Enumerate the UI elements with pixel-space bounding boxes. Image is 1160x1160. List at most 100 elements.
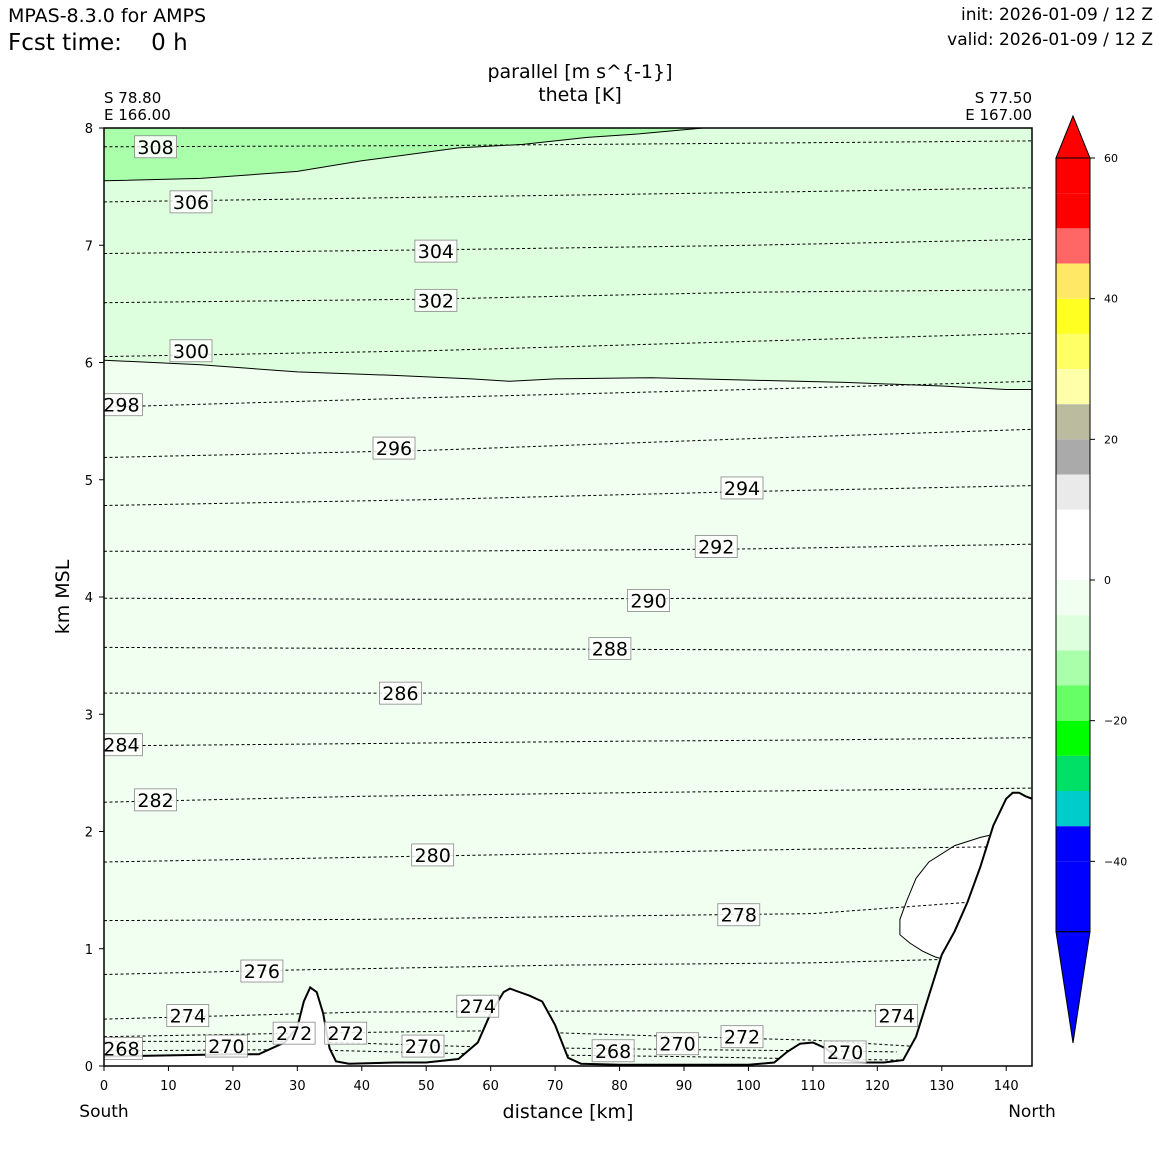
- colorbar-bin: [1056, 404, 1090, 440]
- theta-contour-290: [104, 597, 1032, 600]
- theta-label-text: 308: [137, 137, 173, 159]
- colorbar-extend-max: [1055, 114, 1091, 159]
- theta-label-276: 276: [240, 959, 284, 983]
- theta-label-text: 302: [418, 290, 454, 312]
- colorbar-bin: [1056, 298, 1090, 334]
- theta-label-box: [720, 476, 764, 500]
- chart-title: parallel [m s^{-1}]: [487, 61, 672, 83]
- x-tick-label: 20: [225, 1079, 242, 1094]
- wind-region--15 to -20: [104, 128, 704, 181]
- colorbar-bin: [1056, 791, 1090, 827]
- theta-label-box: [401, 1034, 445, 1058]
- theta-label-text: 284: [103, 735, 139, 757]
- theta-contour-274: [104, 1010, 910, 1020]
- theta-label-box: [104, 393, 143, 417]
- theta-label-298: 298: [103, 393, 143, 417]
- theta-label-text: 276: [244, 961, 280, 983]
- theta-label-text: 270: [405, 1036, 441, 1058]
- colorbar-bin: [1056, 474, 1090, 510]
- theta-label-box: [272, 1021, 316, 1045]
- theta-label-text: 296: [376, 438, 412, 460]
- x-tick-label: 30: [289, 1079, 306, 1094]
- theta-contour-280: [104, 846, 1007, 863]
- theta-label-box: [720, 1025, 764, 1049]
- colorbar-tick-label: 60: [1104, 152, 1118, 165]
- theta-label-box: [717, 903, 761, 927]
- theta-label-284: 284: [103, 733, 143, 757]
- colorbar-bin: [1056, 193, 1090, 229]
- theta-label-270: 270: [823, 1040, 867, 1064]
- y-tick-label: 1: [85, 943, 93, 958]
- theta-label-text: 272: [328, 1023, 364, 1045]
- theta-label-text: 268: [103, 1038, 139, 1060]
- theta-label-text: 280: [415, 845, 451, 867]
- theta-contour-282: [104, 787, 1032, 803]
- theta-label-text: 282: [137, 790, 173, 812]
- x-tick-label: 100: [736, 1079, 761, 1094]
- theta-label-text: 294: [724, 478, 760, 500]
- colorbar-bin: [1056, 333, 1090, 369]
- theta-label-text: 286: [382, 683, 418, 705]
- theta-label-text: 270: [827, 1042, 863, 1064]
- x-tick-label: 90: [676, 1079, 693, 1094]
- theta-label-box: [205, 1034, 248, 1058]
- colorbar-extend-min: [1055, 931, 1091, 1044]
- theta-contour-296: [104, 428, 1032, 458]
- model-title: MPAS-8.3.0 for AMPS: [8, 5, 207, 27]
- theta-label-272: 272: [272, 1021, 316, 1045]
- theta-contour-276: [104, 958, 949, 975]
- theta-label-box: [456, 994, 500, 1018]
- wind-contour-line: [104, 128, 704, 182]
- theta-label-278: 278: [717, 903, 761, 927]
- theta-label-box: [379, 681, 422, 705]
- colorbar-bin: [1056, 755, 1090, 791]
- theta-label-290: 290: [627, 589, 670, 613]
- theta-contour-268: [104, 1049, 904, 1061]
- colorbar-bin: [1056, 615, 1090, 651]
- start-lat-label: S 78.80: [104, 89, 161, 107]
- theta-label-box: [591, 1039, 635, 1063]
- theta-label-294: 294: [720, 476, 764, 500]
- theta-contour-292: [104, 543, 1032, 552]
- colorbar-bin: [1056, 826, 1090, 862]
- theta-contour-288: [104, 646, 1032, 651]
- colorbar-bin: [1056, 439, 1090, 475]
- south-label: South: [79, 1102, 128, 1122]
- colorbar-bin: [1056, 861, 1090, 897]
- theta-label-text: 290: [630, 591, 666, 613]
- theta-label-box: [104, 733, 143, 757]
- theta-label-box: [414, 288, 458, 312]
- colorbar-bin: [1056, 509, 1090, 545]
- y-tick-label: 0: [85, 1060, 93, 1075]
- theta-label-text: 278: [721, 905, 757, 927]
- wind-contour-line: [104, 359, 1032, 390]
- theta-label-box: [166, 1004, 210, 1027]
- colorbar-tick-label: −40: [1104, 855, 1127, 868]
- theta-label-302: 302: [414, 288, 458, 312]
- x-tick-label: 80: [611, 1079, 628, 1094]
- theta-label-272: 272: [324, 1021, 368, 1045]
- theta-label-box: [823, 1040, 867, 1064]
- theta-label-text: 274: [460, 996, 496, 1018]
- x-tick-label: 10: [160, 1079, 177, 1094]
- x-tick-label: 50: [418, 1079, 435, 1094]
- theta-label-296: 296: [372, 436, 416, 460]
- theta-contour-304: [104, 238, 1032, 254]
- theta-label-box: [169, 190, 213, 214]
- theta-label-box: [588, 637, 632, 660]
- theta-label-308: 308: [134, 135, 177, 159]
- theta-label-text: 298: [103, 395, 139, 417]
- theta-label-270: 270: [205, 1034, 248, 1058]
- x-tick-label: 120: [865, 1079, 890, 1094]
- colorbar-bin: [1056, 720, 1090, 756]
- colorbar-bin: [1056, 544, 1090, 580]
- colorbar-bin: [1056, 369, 1090, 405]
- theta-label-270: 270: [401, 1034, 445, 1058]
- theta-label-text: 304: [418, 241, 454, 263]
- theta-label-text: 274: [170, 1006, 206, 1028]
- theta-label-268: 268: [103, 1037, 143, 1060]
- theta-label-text: 270: [659, 1034, 695, 1056]
- theta-label-304: 304: [414, 239, 458, 263]
- theta-label-box: [414, 239, 458, 263]
- forecast-time: Fcst time: 0 h: [8, 30, 188, 56]
